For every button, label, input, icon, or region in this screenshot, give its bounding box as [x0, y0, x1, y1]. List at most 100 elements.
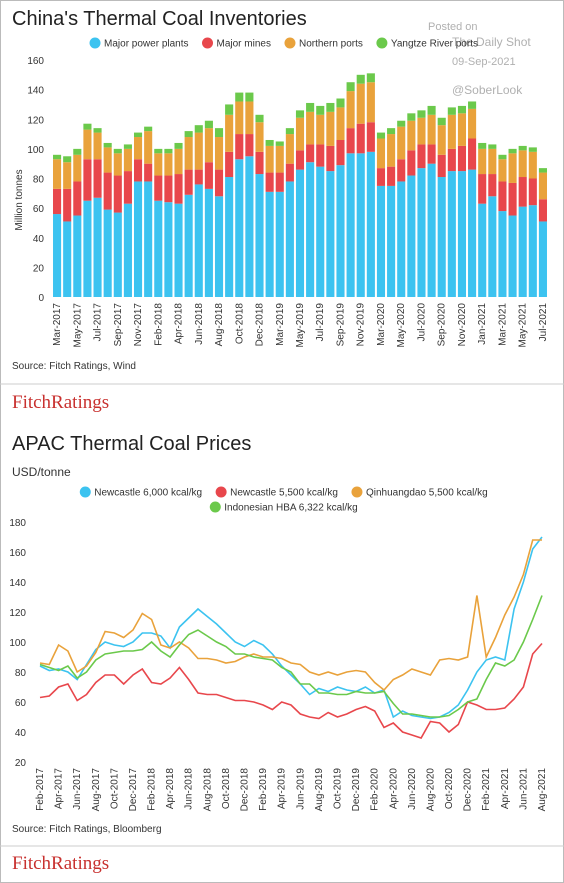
bar-segment: [295, 117, 305, 151]
bar-segment: [518, 145, 527, 151]
x-tick-label: Apr-2021: [500, 768, 511, 810]
legend-marker: [215, 486, 227, 498]
bar-segment: [184, 131, 193, 138]
bar-segment: [508, 215, 517, 297]
bar-segment: [336, 107, 345, 140]
bar-segment: [488, 148, 497, 175]
x-tick-label: Aug-2018: [202, 768, 213, 812]
bar-segment: [144, 131, 153, 164]
bar-segment: [457, 171, 467, 297]
bar-segment: [417, 110, 426, 118]
y-tick-label: 160: [27, 56, 44, 67]
x-tick-label: Apr-2020: [388, 768, 399, 810]
bar-segment: [518, 206, 527, 297]
bar-segment: [83, 129, 92, 160]
bar-segment: [427, 105, 436, 115]
y-tick-label: 20: [33, 263, 45, 274]
x-tick-label: Feb-2018: [147, 768, 158, 811]
x-tick-label: Jul-2021: [538, 303, 549, 342]
bar-segment: [204, 188, 213, 297]
bar-segment: [184, 169, 193, 195]
x-tick-label: Apr-2018: [165, 768, 176, 810]
bar-segment: [144, 163, 153, 182]
bar-segment: [113, 153, 122, 176]
bar-segment: [538, 221, 547, 297]
legend-label: Qinhuangdao 5,500 kcal/kg: [366, 488, 488, 499]
bar-segment: [508, 148, 517, 154]
x-tick-label: Aug-2021: [537, 768, 548, 812]
bar-segment: [133, 181, 143, 297]
bar-segment: [447, 114, 456, 149]
bar-segment: [164, 148, 173, 154]
bar-segment: [214, 137, 224, 170]
bar-segment: [103, 172, 112, 210]
bar-segment: [427, 144, 436, 164]
legend-label: Newcastle 5,500 kcal/kg: [230, 488, 338, 499]
bar-segment: [154, 175, 163, 201]
bar-segment: [265, 145, 274, 173]
bar-segment: [336, 165, 345, 297]
bar-segment: [437, 154, 446, 178]
y-tick-label: 20: [15, 758, 27, 769]
x-tick-label: Feb-2020: [370, 768, 381, 811]
bar-segment: [225, 104, 234, 115]
bar-segment: [73, 154, 82, 182]
bar-segment: [528, 147, 537, 152]
bar-segment: [174, 174, 183, 204]
y-axis-label: USD/tonne: [12, 465, 71, 479]
bar-segment: [306, 102, 315, 112]
bar-segment: [468, 138, 477, 170]
x-tick-label: Sep-2020: [437, 303, 448, 347]
y-tick-label: 160: [9, 548, 26, 559]
chart-title: APAC Thermal Coal Prices: [12, 433, 251, 455]
bar-segment: [113, 212, 122, 297]
bar-segment: [356, 83, 365, 124]
y-tick-label: 180: [9, 518, 26, 529]
x-tick-label: Feb-2021: [481, 768, 492, 811]
bar-segment: [164, 175, 173, 203]
bar-segment: [123, 144, 132, 149]
bar-segment: [73, 181, 82, 216]
x-tick-label: May-2021: [518, 303, 529, 348]
bar-segment: [53, 159, 62, 189]
bar-segment: [103, 142, 112, 148]
bar-segment: [245, 134, 254, 157]
y-tick-label: 40: [33, 234, 45, 245]
bar-segment: [366, 151, 375, 297]
bar-segment: [447, 107, 456, 115]
bar-segment: [447, 171, 456, 297]
y-tick-label: 140: [27, 86, 44, 97]
bar-segment: [113, 148, 122, 154]
bar-segment: [468, 108, 477, 139]
bar-segment: [528, 205, 537, 297]
bar-segment: [154, 153, 163, 176]
bar-segment: [144, 181, 153, 297]
bar-segment: [457, 113, 467, 146]
x-tick-label: Jul-2017: [93, 303, 104, 342]
x-tick-label: Oct-2019: [332, 768, 343, 810]
bar-segment: [194, 125, 203, 133]
bar-segment: [295, 110, 305, 118]
bar-segment: [457, 145, 467, 172]
legend-label: Newcastle 6,000 kcal/kg: [94, 488, 202, 499]
bar-segment: [285, 134, 294, 164]
bar-segment: [498, 211, 507, 297]
x-tick-label: Sep-2017: [113, 303, 124, 347]
logo: FitchRatings: [12, 392, 109, 413]
bar-segment: [326, 111, 335, 146]
bar-segment: [235, 134, 244, 160]
legend-label: Northern ports: [299, 39, 363, 50]
x-tick-label: Jun-2019: [295, 768, 306, 810]
bar-segment: [538, 172, 547, 200]
legend-marker: [209, 501, 221, 513]
legend-label: Yangtze River ports: [391, 39, 478, 50]
bar-segment: [53, 188, 62, 215]
legend-marker: [79, 486, 91, 498]
bar-segment: [63, 156, 72, 163]
y-tick-label: 80: [33, 175, 45, 186]
bar-segment: [275, 141, 284, 146]
bar-segment: [356, 74, 365, 84]
bar-segment: [478, 148, 487, 175]
bar-segment: [295, 169, 305, 297]
